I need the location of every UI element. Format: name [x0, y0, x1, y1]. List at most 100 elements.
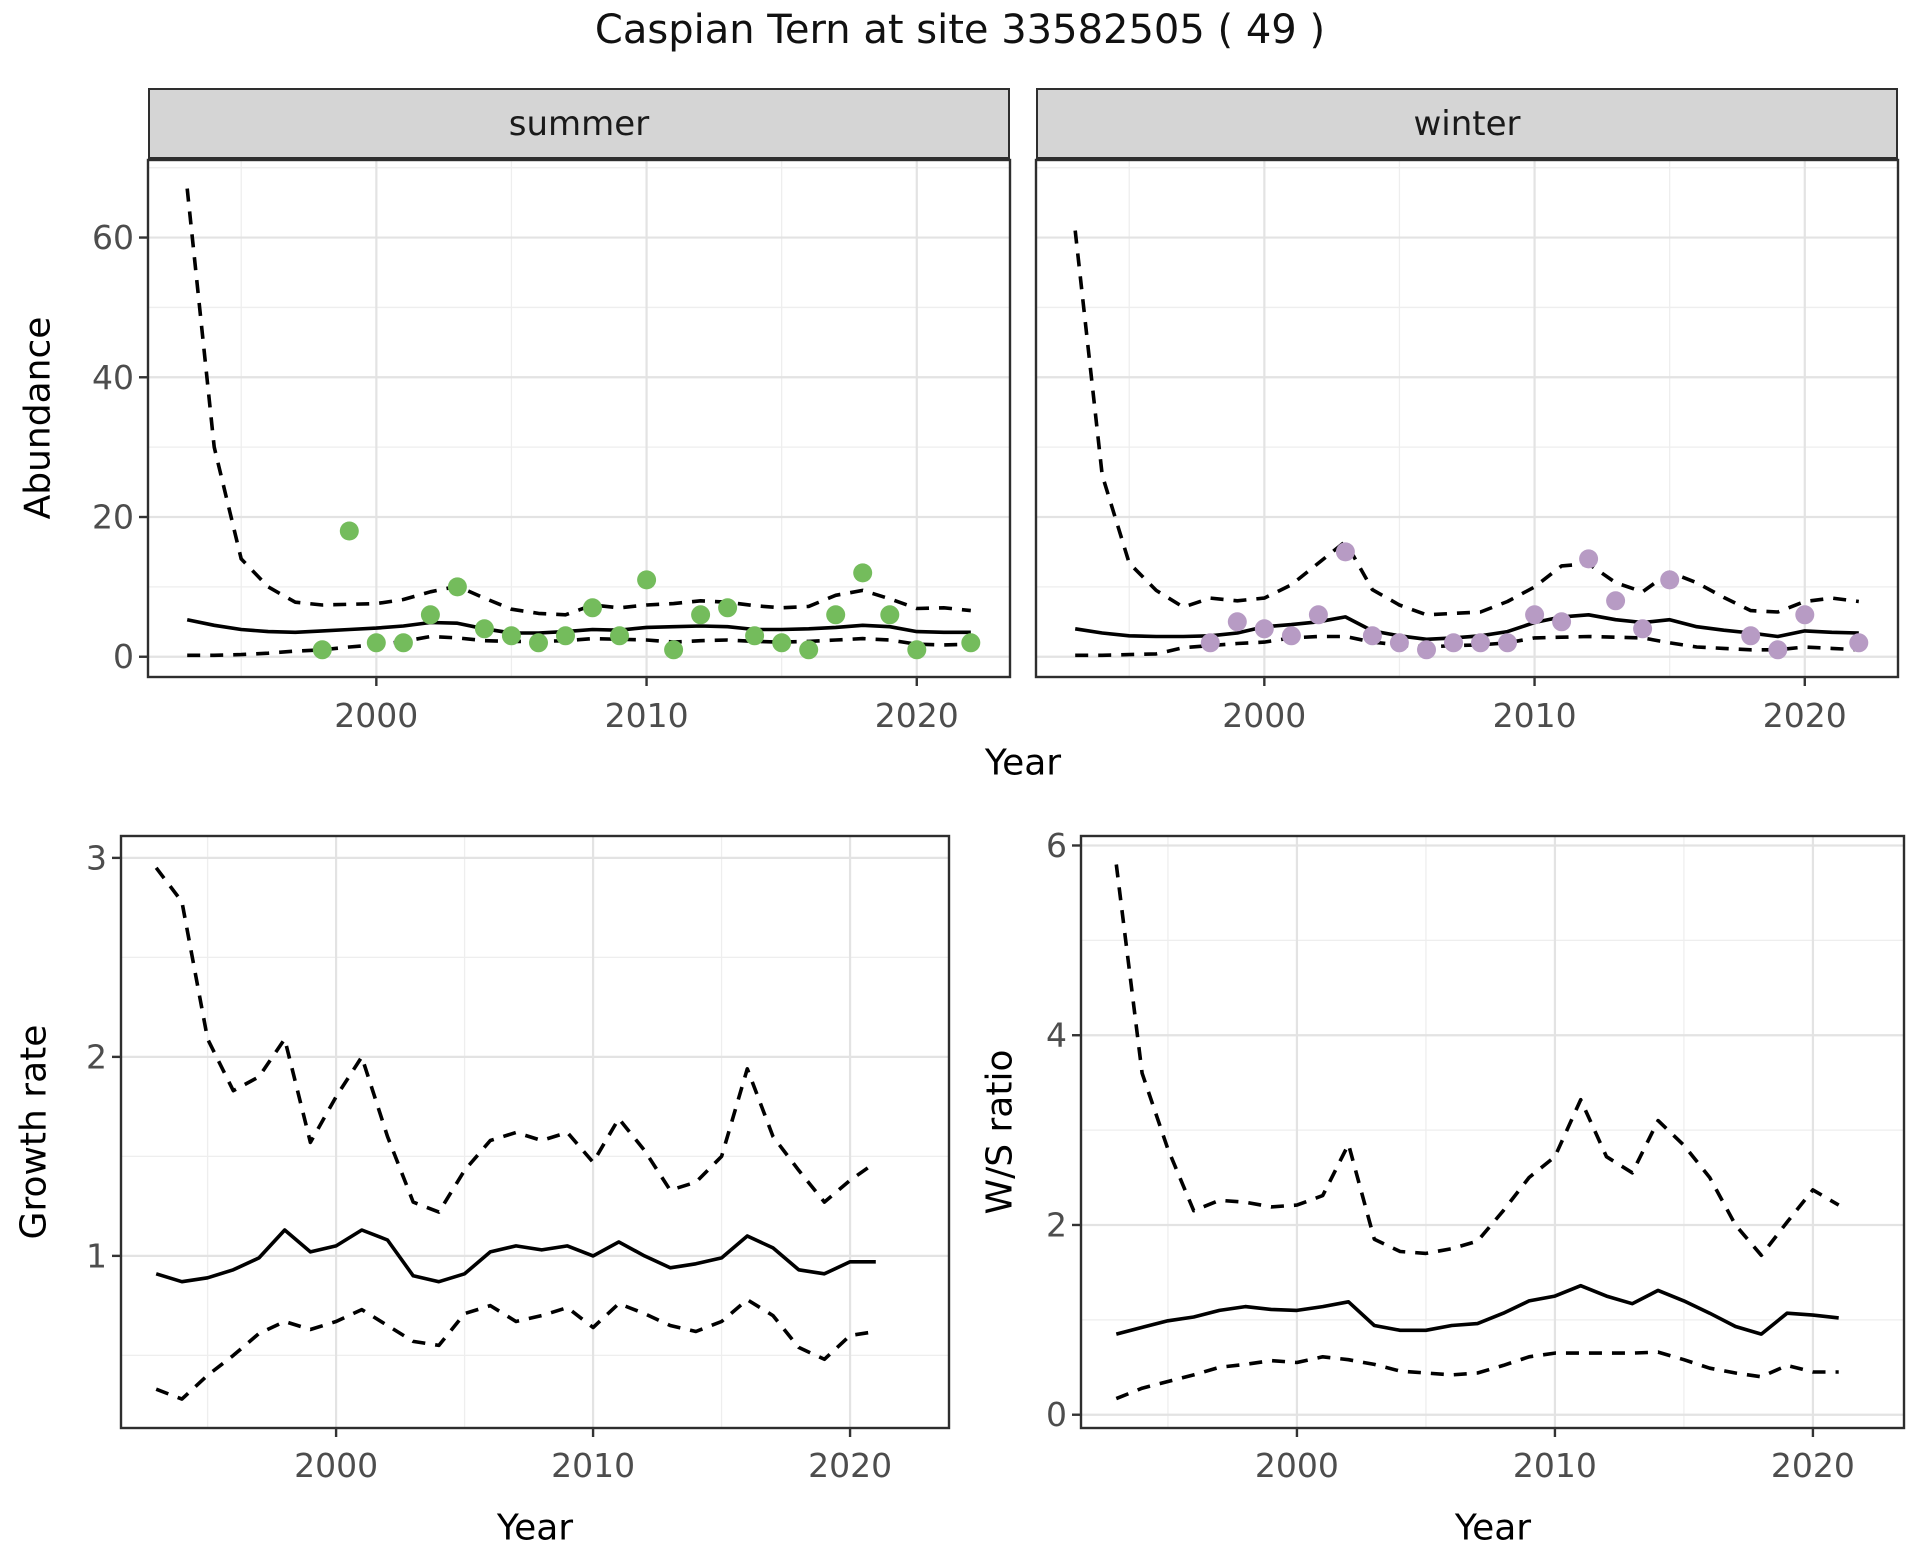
data-point	[1795, 605, 1815, 625]
x-axis-title-year-ws: Year	[1454, 1507, 1532, 1549]
x-axis-title-year-top: Year	[984, 742, 1062, 784]
panel-border	[1034, 158, 1900, 679]
y-tick-label: 40	[92, 358, 134, 397]
y-tick-label: 4	[1046, 1016, 1067, 1055]
y-tick-label: 2	[86, 1037, 107, 1076]
data-point	[745, 626, 765, 646]
data-point	[1335, 542, 1355, 562]
data-point	[1525, 605, 1545, 625]
upper-ci-line	[1114, 864, 1840, 1258]
x-tick-label: 2020	[808, 1446, 892, 1485]
data-point	[1660, 570, 1680, 590]
fit-line	[186, 617, 971, 635]
data-point	[1633, 619, 1653, 639]
x-tick-label: 2000	[294, 1446, 378, 1485]
panel-border	[1079, 834, 1906, 1430]
data-point	[366, 633, 386, 653]
data-point	[772, 633, 792, 653]
data-point	[1741, 626, 1761, 646]
data-point	[1389, 633, 1409, 653]
facet-strip-winter-label: winter	[1413, 103, 1521, 144]
data-point	[718, 598, 738, 618]
data-point	[1552, 612, 1572, 632]
data-point	[691, 605, 711, 625]
panel-background	[1081, 836, 1904, 1428]
data-point	[1227, 612, 1247, 632]
data-point	[610, 626, 629, 646]
x-tick-label: 2010	[1513, 1446, 1597, 1485]
x-axis-title-year-growth: Year	[496, 1507, 574, 1549]
data-point	[853, 563, 873, 583]
panel-background	[121, 836, 949, 1428]
y-tick-label: 0	[1046, 1395, 1067, 1434]
panel-background	[1036, 160, 1898, 677]
lower-ci-line	[155, 1297, 877, 1401]
data-point	[1849, 633, 1869, 653]
y-axis-title-abundance: Abundance	[17, 316, 59, 520]
y-tick-label: 6	[1046, 826, 1067, 865]
data-point	[637, 570, 657, 590]
upper-ci-line	[154, 866, 877, 1214]
y-tick-label: 20	[92, 498, 134, 537]
x-tick-label: 2000	[1255, 1446, 1339, 1485]
data-point	[1471, 633, 1490, 653]
y-tick-label: 60	[92, 218, 134, 257]
chart-title: Caspian Tern at site 33582505 ( 49 )	[594, 7, 1326, 53]
data-point	[339, 521, 359, 541]
data-point	[1606, 591, 1626, 611]
data-point	[556, 626, 575, 646]
data-point	[1417, 640, 1436, 660]
data-point	[799, 640, 819, 660]
lower-ci-line	[1075, 634, 1859, 658]
data-point	[1200, 633, 1220, 653]
data-point	[1498, 633, 1517, 653]
facet-strip-summer: summer	[148, 88, 1010, 160]
data-point	[907, 640, 927, 660]
data-point	[1254, 619, 1274, 639]
x-tick-label: 2010	[551, 1446, 635, 1485]
data-point	[529, 633, 548, 653]
data-point	[1444, 633, 1463, 653]
x-tick-label: 2020	[1763, 696, 1847, 735]
x-tick-label: 2010	[1493, 696, 1577, 735]
y-tick-label: 0	[113, 637, 134, 676]
data-point	[393, 633, 413, 653]
y-axis-title-growth-rate: Growth rate	[13, 1024, 55, 1240]
data-point	[474, 619, 494, 639]
y-axis-title-ws-ratio: W/S ratio	[979, 1049, 1021, 1215]
panel-border	[146, 158, 1012, 679]
y-tick-label: 3	[86, 838, 107, 877]
fit-line	[155, 1228, 876, 1284]
x-tick-label: 2000	[1222, 696, 1306, 735]
x-tick-label: 2020	[1771, 1446, 1855, 1485]
x-tick-label: 2020	[875, 696, 959, 735]
facet-strip-summer-label: summer	[508, 103, 650, 144]
data-point	[1308, 605, 1328, 625]
data-point	[880, 605, 900, 625]
data-point	[1579, 549, 1599, 569]
panel-border	[119, 834, 951, 1430]
lower-ci-line	[1115, 1350, 1839, 1401]
y-tick-label: 1	[86, 1236, 107, 1275]
data-point	[501, 626, 521, 646]
panel-ws-ratio: 2000 2010 2020 0 2 4 6	[1046, 826, 1906, 1485]
panel-background	[148, 160, 1010, 677]
data-point	[312, 640, 332, 660]
x-tick-label: 2010	[605, 696, 689, 735]
upper-ci-line	[1073, 230, 1860, 617]
data-point	[420, 605, 440, 625]
y-tick-label: 2	[1046, 1206, 1067, 1245]
panel-abundance-summer: 2000 2010 2020 0 20 40 60	[92, 158, 1012, 735]
data-point	[961, 633, 981, 653]
data-point	[583, 598, 602, 618]
data-point	[1362, 626, 1382, 646]
data-point	[664, 640, 684, 660]
data-point	[1281, 626, 1301, 646]
lower-ci-line	[187, 634, 971, 658]
panel-abundance-winter: 2000 2010 2020	[1034, 158, 1900, 735]
upper-ci-line	[185, 188, 971, 617]
data-point	[1768, 640, 1788, 660]
panel-growth-rate: 2000 2010 2020 1 2 3	[86, 834, 951, 1485]
